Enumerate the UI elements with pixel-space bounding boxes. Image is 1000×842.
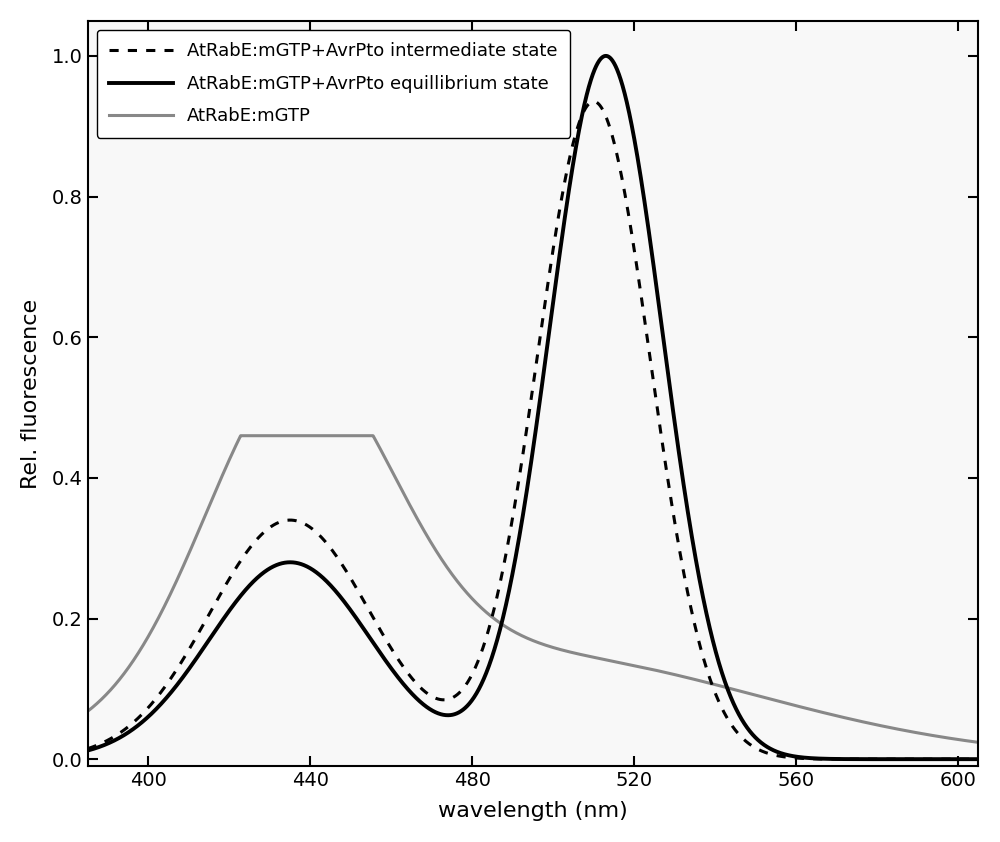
AtRabE:mGTP+AvrPto intermediate state bbox=[975, 754, 987, 765]
AtRabE:mGTP+AvrPto intermediate state bbox=[470, 660, 482, 670]
AtRabE:mGTP bbox=[82, 706, 94, 717]
Y-axis label: Rel. fluorescence: Rel. fluorescence bbox=[21, 298, 41, 488]
AtRabE:mGTP+AvrPto equillibrium state bbox=[470, 688, 482, 698]
AtRabE:mGTP+AvrPto intermediate state bbox=[877, 754, 889, 765]
AtRabE:mGTP+AvrPto intermediate state bbox=[993, 754, 1000, 765]
AtRabE:mGTP bbox=[235, 430, 247, 440]
AtRabE:mGTP bbox=[471, 599, 483, 609]
AtRabE:mGTP+AvrPto intermediate state bbox=[588, 97, 600, 107]
AtRabE:mGTP+AvrPto equillibrium state bbox=[240, 585, 252, 595]
AtRabE:mGTP bbox=[431, 547, 443, 557]
Line: AtRabE:mGTP: AtRabE:mGTP bbox=[88, 435, 999, 745]
AtRabE:mGTP+AvrPto intermediate state bbox=[431, 694, 443, 704]
AtRabE:mGTP bbox=[186, 542, 198, 552]
Legend: AtRabE:mGTP+AvrPto intermediate state, AtRabE:mGTP+AvrPto equillibrium state, At: AtRabE:mGTP+AvrPto intermediate state, A… bbox=[97, 29, 570, 138]
AtRabE:mGTP+AvrPto equillibrium state bbox=[993, 754, 1000, 765]
AtRabE:mGTP+AvrPto equillibrium state bbox=[82, 745, 94, 755]
AtRabE:mGTP bbox=[993, 740, 1000, 750]
AtRabE:mGTP bbox=[240, 430, 252, 440]
AtRabE:mGTP+AvrPto equillibrium state bbox=[186, 660, 198, 670]
AtRabE:mGTP+AvrPto equillibrium state bbox=[975, 754, 987, 765]
AtRabE:mGTP bbox=[877, 721, 889, 731]
AtRabE:mGTP+AvrPto equillibrium state bbox=[600, 51, 612, 61]
AtRabE:mGTP+AvrPto intermediate state bbox=[240, 548, 252, 558]
Line: AtRabE:mGTP+AvrPto equillibrium state: AtRabE:mGTP+AvrPto equillibrium state bbox=[88, 56, 999, 759]
AtRabE:mGTP bbox=[975, 738, 987, 748]
AtRabE:mGTP+AvrPto intermediate state bbox=[82, 743, 94, 754]
Line: AtRabE:mGTP+AvrPto intermediate state: AtRabE:mGTP+AvrPto intermediate state bbox=[88, 102, 999, 759]
AtRabE:mGTP+AvrPto equillibrium state bbox=[877, 754, 889, 765]
AtRabE:mGTP+AvrPto equillibrium state bbox=[431, 708, 443, 718]
X-axis label: wavelength (nm): wavelength (nm) bbox=[438, 802, 628, 821]
AtRabE:mGTP+AvrPto intermediate state bbox=[186, 640, 198, 650]
